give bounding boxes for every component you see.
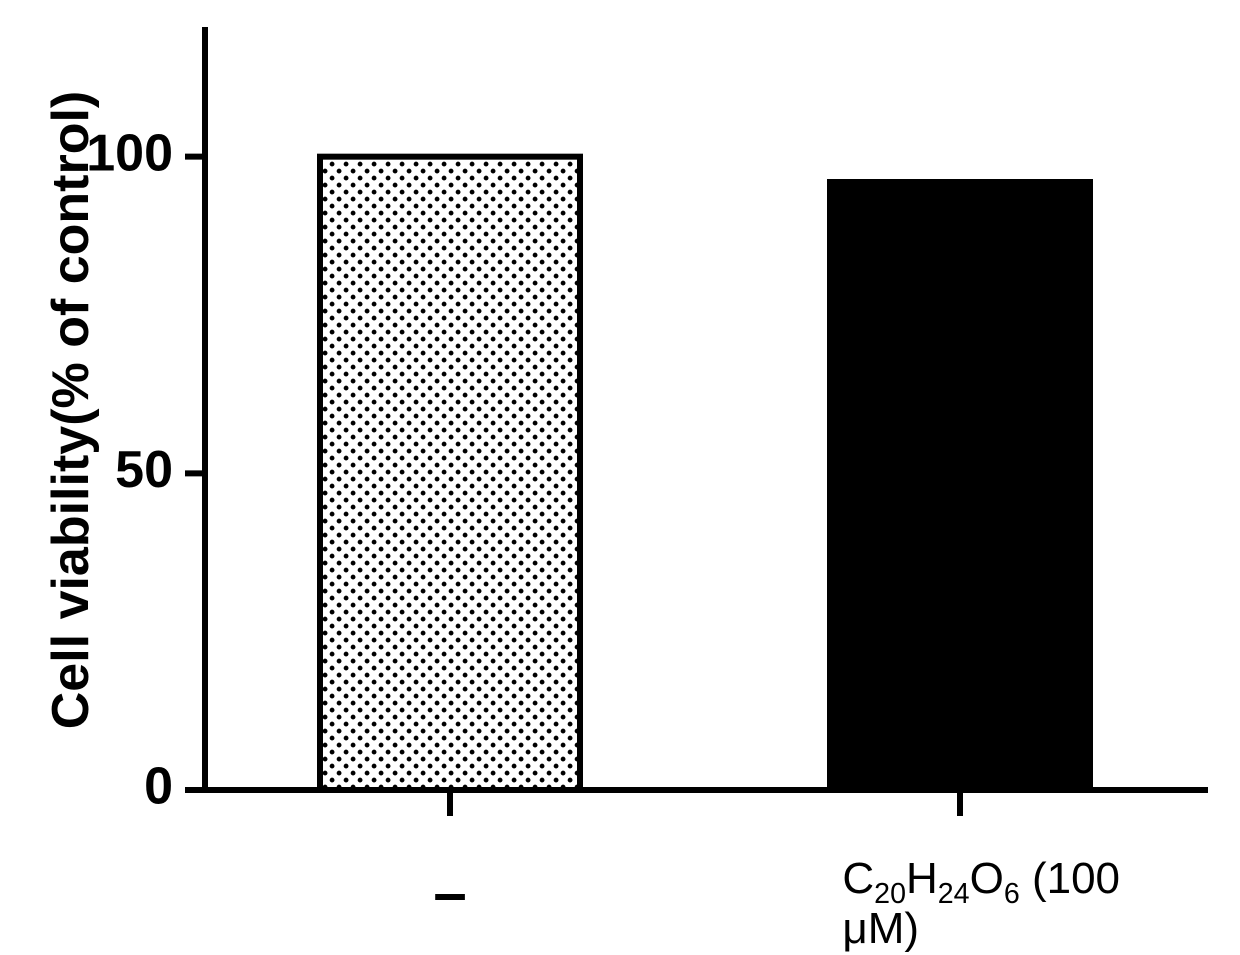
y-axis-label: Cell viability(% of control) — [41, 91, 101, 730]
bar-control — [320, 157, 580, 790]
x-axis-label-control: – — [433, 858, 466, 927]
y-tick-label: 0 — [144, 758, 173, 816]
chart-svg: 050100 — [0, 0, 1240, 955]
y-tick-label: 50 — [115, 441, 173, 499]
bar-compound — [830, 182, 1090, 790]
bar-chart: 050100 Cell viability(% of control) – C2… — [0, 0, 1240, 955]
x-axis-label-compound: C20H24O6 (100 μM) — [842, 854, 1122, 954]
